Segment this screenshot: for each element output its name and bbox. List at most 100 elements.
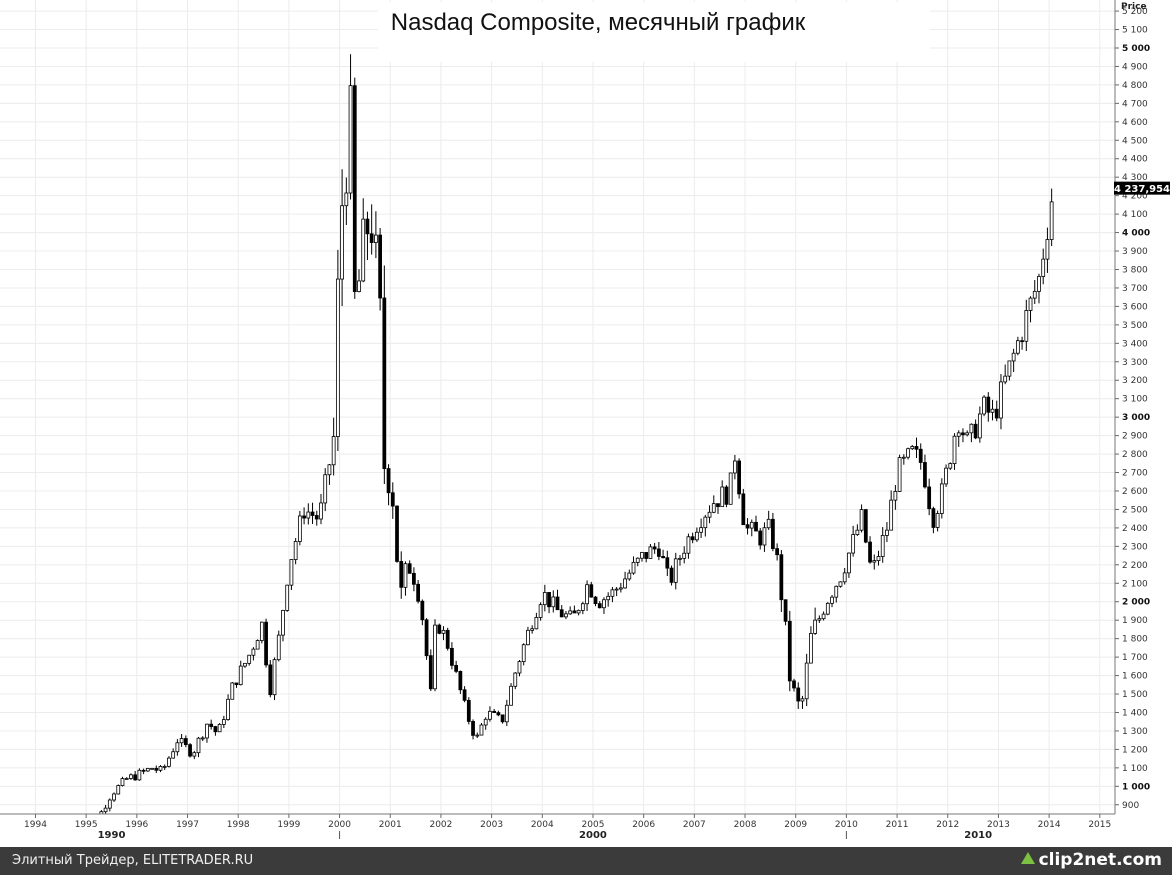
candle-body [542, 592, 547, 606]
candle-body [593, 596, 598, 605]
candle-body [374, 234, 378, 243]
x-axis: 1994 1995 1996 1997 1998 1999 2000 2001 2002 2003… [0, 813, 1115, 841]
candle-body [369, 233, 374, 243]
candle-body [627, 572, 632, 580]
candle-body [707, 511, 712, 518]
candle-body [221, 719, 226, 725]
y-tick-label: 4 300 [1122, 173, 1148, 183]
candle-body [293, 541, 298, 560]
candle-body [437, 624, 442, 634]
footer-bar: Элитный Трейдер, ELITETRADER.RU clip2net… [0, 847, 1172, 875]
candle-body [158, 766, 163, 771]
candle-body [179, 738, 184, 744]
candle-body [272, 659, 277, 696]
candle-body [779, 554, 784, 601]
candle-body [825, 602, 830, 615]
candle-body [306, 511, 311, 519]
candle-body [885, 529, 889, 536]
candle-body [412, 572, 416, 585]
x-tick-label: 1999 [277, 820, 300, 830]
candle-body [948, 463, 953, 469]
candle-body [724, 486, 729, 505]
candle-body [462, 689, 467, 701]
candle-body [488, 710, 492, 720]
decade-label: 1990 [98, 830, 126, 841]
x-tick-label: 2015 [1088, 820, 1111, 830]
candle-body [167, 757, 171, 767]
candle-body [842, 572, 847, 583]
x-tick-label: 1995 [75, 820, 98, 830]
y-tick-label: 5 100 [1122, 26, 1148, 36]
candle-body [1045, 239, 1050, 260]
candle-body [939, 483, 944, 514]
y-tick-label: 4 900 [1122, 62, 1148, 72]
candle-body [145, 768, 150, 772]
candle-body [783, 599, 788, 622]
y-tick-label: 3 200 [1122, 376, 1148, 386]
candle-body [956, 432, 961, 437]
y-tick-label: 3 500 [1122, 321, 1148, 331]
candle-body [602, 599, 606, 609]
footer-brand-text: clip2net.com [1038, 850, 1162, 870]
candle-body [124, 778, 129, 780]
x-tick-label: 1994 [24, 820, 47, 830]
candle-body [999, 381, 1003, 419]
y-tick-label: 1 000 [1122, 782, 1150, 792]
candle-body [323, 474, 328, 504]
x-tick-label: 2002 [429, 820, 452, 830]
candle-body [792, 680, 796, 689]
candle-body [386, 468, 391, 494]
candle-body [302, 515, 306, 519]
candle-body [171, 751, 176, 759]
candle-body [1041, 258, 1046, 277]
candle-body [1024, 310, 1029, 342]
candle-body [699, 527, 703, 533]
last-value-background [1114, 181, 1170, 195]
candle-body [804, 662, 809, 700]
candle-body [255, 640, 260, 650]
candle-body [889, 499, 894, 531]
y-tick-label: 4 700 [1122, 99, 1148, 109]
candle-body [787, 620, 792, 682]
candle-body [758, 530, 763, 546]
x-tick-label: 2013 [987, 820, 1010, 830]
candle-body [1003, 375, 1008, 383]
upload-arrow-icon [1020, 852, 1035, 864]
candle-body [690, 536, 695, 541]
candle-body [297, 515, 302, 542]
candle-body [521, 644, 526, 662]
candle-body [361, 218, 366, 282]
candle-body [526, 629, 530, 646]
candle-body [217, 723, 222, 733]
y-tick-label: 3 600 [1122, 302, 1148, 312]
candle-body [994, 408, 999, 419]
candle-body [538, 604, 543, 618]
candle-body [205, 723, 209, 739]
candle-body [944, 467, 948, 485]
candle-body [150, 767, 154, 770]
candle-body [247, 654, 252, 664]
last-value-label: 4 237,954 [1114, 184, 1170, 195]
y-tick-label: 2 500 [1122, 505, 1148, 515]
candle-body [475, 734, 480, 737]
plot-area [0, 0, 1115, 847]
candle-body [855, 529, 860, 535]
title-background [378, 2, 930, 62]
chart-title: Nasdaq Composite, месячный график [391, 9, 806, 36]
candle-body [969, 423, 974, 434]
y-tick-label: 3 000 [1122, 413, 1150, 423]
y-tick-label: 5 200 [1122, 7, 1148, 17]
decade-label: 2010 [964, 830, 992, 841]
y-tick-label: 1 500 [1122, 690, 1148, 700]
candle-body [496, 712, 501, 716]
candle-body [606, 595, 611, 601]
candle-body [285, 584, 290, 611]
y-tick-label: 1 800 [1122, 635, 1148, 645]
footer-brand[interactable]: clip2net.com [1020, 850, 1162, 870]
x-tick-label: 2011 [886, 820, 909, 830]
candle-body [838, 581, 843, 587]
candle-body [694, 531, 699, 541]
candle-body [551, 596, 556, 608]
candlestick-chart: 900 1 000 1 100 1 200 1 300 1 400 1 500 1 600 1 … [0, 0, 1171, 847]
candle-body [580, 603, 585, 611]
